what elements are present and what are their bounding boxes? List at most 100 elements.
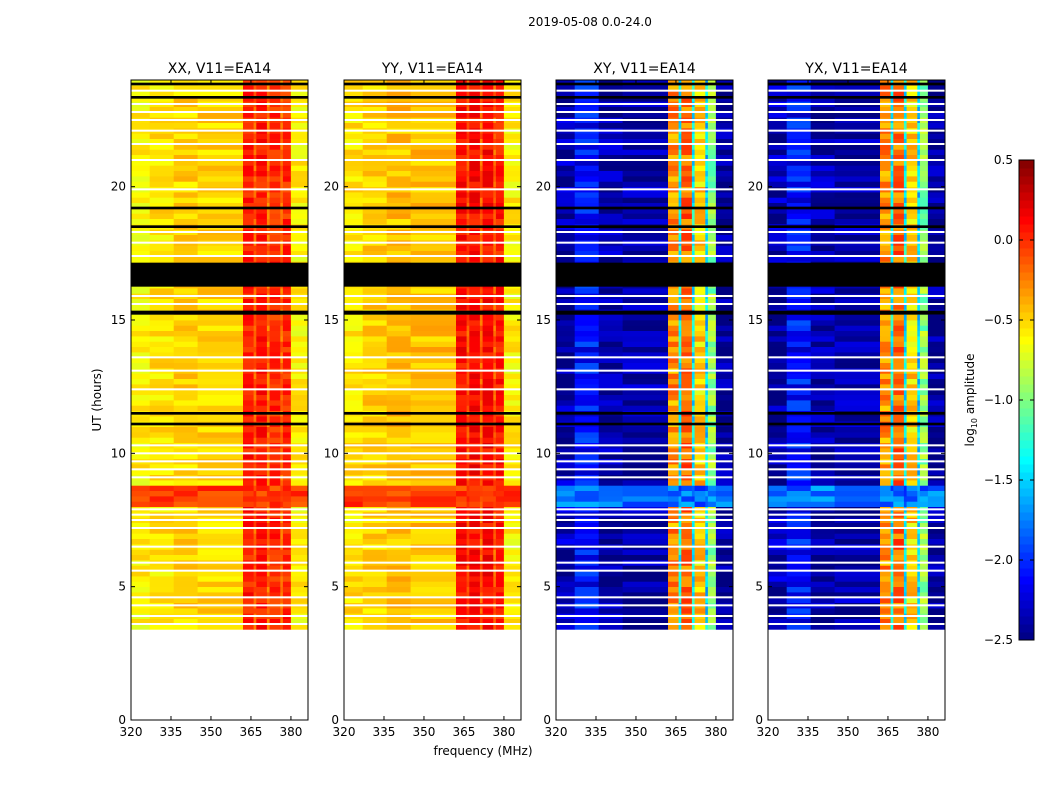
heatmap-cell <box>811 331 835 337</box>
heatmap-cell <box>344 123 363 129</box>
heatmap-cell <box>880 331 891 337</box>
heatmap-cell <box>344 400 363 406</box>
heatmap-cell <box>256 491 267 497</box>
heatmap-cell <box>483 587 494 593</box>
heatmap-cell <box>835 587 881 593</box>
heatmap-cell <box>708 149 716 155</box>
heatmap-cell <box>243 549 254 555</box>
heatmap-cell <box>283 133 291 139</box>
heatmap-cell <box>681 395 692 401</box>
heatmap-cell <box>363 235 387 241</box>
heatmap-cell <box>270 320 281 326</box>
heatmap-cell <box>695 363 706 369</box>
heatmap-cell <box>768 539 787 545</box>
heatmap-cell <box>835 485 881 491</box>
heatmap-cell <box>256 315 267 321</box>
heatmap-cell <box>496 336 504 342</box>
heatmap-cell <box>623 379 669 385</box>
heatmap-cell <box>467 400 470 406</box>
heatmap-cell <box>198 496 244 502</box>
heatmap-cell <box>708 587 716 593</box>
heatmap-cell <box>363 533 387 539</box>
heatmap-cell <box>150 219 174 225</box>
heatmap-cell <box>811 501 835 507</box>
heatmap-cell <box>904 336 907 342</box>
heatmap-cell <box>692 400 695 406</box>
heatmap-cell <box>692 133 695 139</box>
heatmap-cell <box>695 288 706 294</box>
heatmap-cell <box>267 341 270 347</box>
heatmap-cell <box>599 363 623 369</box>
heatmap-cell <box>483 576 494 582</box>
heatmap-cell <box>344 480 363 486</box>
heatmap-cell <box>679 133 682 139</box>
heatmap-cell <box>496 405 504 411</box>
heatmap-cell <box>907 171 918 177</box>
heatmap-cell <box>150 325 174 331</box>
flagged-row <box>556 188 733 190</box>
heatmap-cell <box>893 395 904 401</box>
heatmap-cell <box>344 496 363 502</box>
heatmap-cell <box>893 400 904 406</box>
heatmap-cell <box>575 176 599 182</box>
heatmap-cell <box>907 181 918 187</box>
heatmap-cell <box>411 331 457 337</box>
heatmap-cell <box>708 581 716 587</box>
heatmap-cell <box>599 533 623 539</box>
heatmap-cell <box>679 213 682 219</box>
heatmap-cell <box>679 363 682 369</box>
heatmap-cell <box>267 587 270 593</box>
heatmap-cell <box>907 533 918 539</box>
heatmap-cell <box>695 432 706 438</box>
heatmap-cell <box>254 480 257 486</box>
heatmap-cell <box>708 325 716 331</box>
heatmap-cell <box>695 373 706 379</box>
heatmap-cell <box>681 341 692 347</box>
heatmap-cell <box>504 555 522 561</box>
heatmap-cell <box>679 539 682 545</box>
heatmap-cell <box>291 325 309 331</box>
heatmap-cell <box>928 480 946 486</box>
heatmap-cell <box>695 549 706 555</box>
heatmap-cell <box>483 549 494 555</box>
heatmap-cell <box>198 331 244 337</box>
heatmap-cell <box>907 192 918 198</box>
heatmap-cell <box>668 320 679 326</box>
heatmap-cell <box>768 171 787 177</box>
heatmap-cell <box>716 501 734 507</box>
heatmap-cell <box>835 581 881 587</box>
heatmap-cell <box>835 555 881 561</box>
heatmap-cell <box>283 123 291 129</box>
heatmap-cell <box>681 608 692 614</box>
heatmap-cell <box>150 437 174 443</box>
heatmap-cell <box>556 341 575 347</box>
heatmap-cell <box>480 480 483 486</box>
heatmap-cell <box>835 288 881 294</box>
heatmap-cell <box>363 581 387 587</box>
heatmap-cell <box>267 491 270 497</box>
heatmap-cell <box>768 176 787 182</box>
flagged-row <box>344 388 521 390</box>
y-tick-label: 0 <box>118 713 126 727</box>
heatmap-cell <box>599 320 623 326</box>
heatmap-cell <box>623 171 669 177</box>
heatmap-cell <box>483 341 494 347</box>
heatmap-cell <box>668 288 679 294</box>
heatmap-cell <box>695 480 706 486</box>
heatmap-cell <box>695 331 706 337</box>
flagged-row <box>344 596 521 598</box>
heatmap-cell <box>504 405 522 411</box>
heatmap-cell <box>387 437 411 443</box>
heatmap-cell <box>283 576 291 582</box>
heatmap-cell <box>456 581 467 587</box>
heatmap-cell <box>599 437 623 443</box>
heatmap-cell <box>556 373 575 379</box>
heatmap-cell <box>243 480 254 486</box>
flagged-row <box>131 623 308 625</box>
heatmap-cell <box>198 576 244 582</box>
heatmap-cell <box>456 315 467 321</box>
heatmap-cell <box>283 405 291 411</box>
heatmap-cell <box>254 581 257 587</box>
heatmap-cell <box>411 379 457 385</box>
heatmap-cell <box>695 405 706 411</box>
